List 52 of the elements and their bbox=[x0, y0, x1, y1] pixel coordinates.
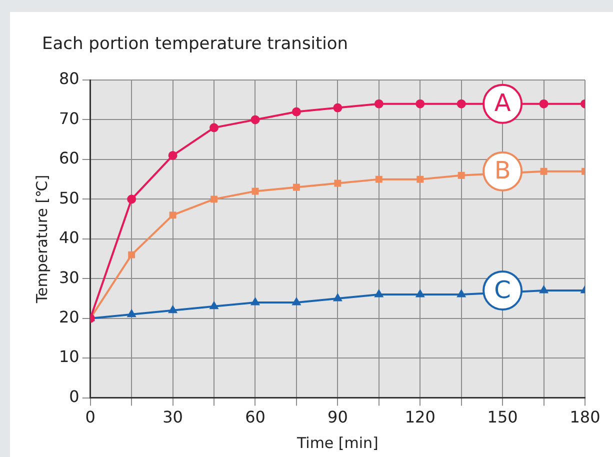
point bbox=[334, 180, 342, 187]
point bbox=[210, 196, 218, 203]
point bbox=[416, 176, 424, 183]
point bbox=[456, 99, 466, 108]
y-tick-label: 10 bbox=[59, 347, 80, 366]
point bbox=[540, 168, 548, 175]
point bbox=[128, 310, 136, 318]
chart-title: Each portion temperature transition bbox=[42, 34, 348, 54]
y-tick-label: 0 bbox=[69, 386, 80, 406]
point bbox=[210, 302, 218, 310]
point bbox=[169, 212, 176, 219]
series-label: A bbox=[494, 89, 512, 118]
x-tick-label: 30 bbox=[162, 408, 183, 427]
y-tick-label: 60 bbox=[59, 148, 80, 168]
y-tick-label: 20 bbox=[59, 308, 80, 327]
point bbox=[539, 99, 548, 108]
point bbox=[416, 290, 424, 298]
point bbox=[374, 290, 383, 298]
point bbox=[292, 107, 301, 116]
y-tick-label: 50 bbox=[59, 188, 80, 208]
x-tick-label: 150 bbox=[487, 408, 518, 427]
point bbox=[168, 306, 177, 314]
point bbox=[334, 294, 342, 302]
point bbox=[416, 99, 425, 108]
y-axis-title: Temperature [℃] bbox=[32, 174, 51, 304]
series-label: B bbox=[494, 156, 511, 185]
x-axis-title: Time [min] bbox=[296, 434, 378, 452]
point bbox=[292, 184, 300, 191]
x-tick-label: 60 bbox=[245, 408, 266, 427]
point bbox=[210, 123, 219, 132]
point bbox=[251, 298, 260, 306]
point bbox=[127, 194, 136, 204]
series-label: C bbox=[494, 276, 511, 304]
point bbox=[333, 103, 342, 112]
point bbox=[540, 286, 548, 294]
x-tick-label: 90 bbox=[328, 408, 348, 427]
x-tick-label: 180 bbox=[570, 408, 600, 427]
point bbox=[250, 115, 260, 124]
y-tick-label: 30 bbox=[59, 268, 80, 287]
point bbox=[168, 150, 178, 160]
point bbox=[374, 99, 384, 108]
y-tick-label: 40 bbox=[59, 228, 80, 248]
point bbox=[128, 251, 136, 258]
point bbox=[458, 172, 465, 179]
y-tick-label: 80 bbox=[59, 69, 80, 88]
x-tick-label: 0 bbox=[85, 408, 96, 427]
x-tick-label: 120 bbox=[404, 408, 436, 427]
point bbox=[252, 188, 259, 195]
point bbox=[457, 290, 466, 298]
point bbox=[375, 176, 382, 183]
y-tick-label: 70 bbox=[59, 108, 80, 128]
point bbox=[292, 298, 300, 306]
